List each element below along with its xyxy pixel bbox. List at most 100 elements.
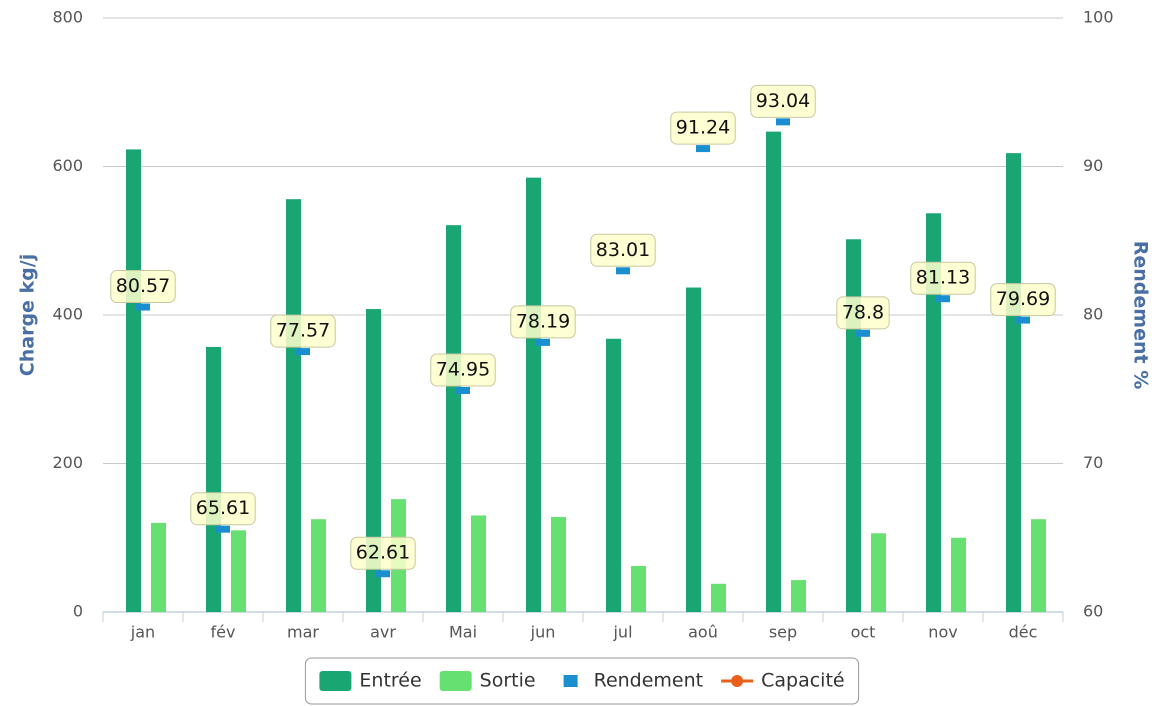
legend-item: Entrée [319, 670, 422, 692]
legend-item: Sortie [439, 670, 536, 692]
data-label: 80.57 [110, 270, 176, 304]
y2-tick-label: 100 [1083, 8, 1114, 27]
bar [471, 515, 486, 612]
bar [526, 177, 541, 612]
data-label-box [670, 111, 736, 145]
legend-item: Rendement [563, 670, 704, 692]
data-label-text: 83.01 [596, 239, 650, 261]
x-tick-label: aoû [688, 623, 718, 642]
marker [936, 295, 950, 303]
legend-label: Entrée [359, 670, 421, 692]
data-label-box [190, 492, 256, 526]
bar [606, 338, 621, 612]
x-tick-label: fév [211, 623, 236, 642]
bar [206, 346, 221, 612]
marker [456, 386, 470, 394]
x-tick-label: Mai [449, 623, 477, 642]
legend-label: Rendement [594, 670, 704, 692]
y2-tick-label: 90 [1083, 156, 1103, 175]
marker [296, 348, 310, 356]
data-label-box [910, 261, 976, 295]
legend-label: Capacité [761, 670, 844, 692]
marker [536, 338, 550, 346]
bar [1006, 153, 1021, 612]
data-label-box [270, 314, 336, 348]
data-label-text: 80.57 [116, 275, 170, 297]
marker [856, 329, 870, 337]
data-label-box [430, 353, 496, 387]
bar [286, 199, 301, 613]
y-axis-label: Charge kg/j [17, 254, 39, 376]
data-label: 78.19 [510, 305, 576, 339]
data-label-text: 74.95 [436, 358, 490, 380]
data-label-box [110, 270, 176, 304]
data-label: 79.69 [990, 283, 1056, 317]
marker [616, 267, 630, 275]
marker [696, 145, 710, 153]
legend-item: Capacité [721, 670, 845, 692]
data-label-box [590, 233, 656, 267]
bar [791, 580, 806, 612]
x-tick-label: mar [287, 623, 319, 642]
data-label: 65.61 [190, 492, 256, 526]
bar [686, 287, 701, 612]
data-label: 81.13 [910, 261, 976, 295]
bar [846, 239, 861, 612]
legend: Entrée Sortie Rendement Capacité [304, 657, 860, 705]
x-tick-label: jun [530, 623, 556, 642]
x-tick-label: sep [769, 623, 797, 642]
x-tick-label: nov [928, 623, 957, 642]
bar [1031, 519, 1046, 612]
bar [711, 583, 726, 612]
y2-tick-label: 70 [1083, 453, 1103, 472]
data-label-text: 78.8 [842, 301, 884, 323]
data-label: 77.57 [270, 314, 336, 348]
y2-tick-label: 60 [1083, 602, 1103, 621]
data-label-box [510, 305, 576, 339]
x-tick-label: jan [130, 623, 155, 642]
data-label-text: 81.13 [916, 267, 970, 289]
data-label-box [990, 283, 1056, 317]
y-tick-label: 200 [52, 453, 83, 472]
legend-swatch [439, 671, 472, 691]
y-tick-label: 800 [52, 8, 83, 27]
data-label-text: 65.61 [196, 497, 250, 519]
data-label-box [836, 296, 890, 330]
marker [376, 570, 390, 578]
data-label-box [350, 536, 416, 570]
data-label-text: 93.04 [756, 90, 810, 112]
y-tick-label: 400 [52, 305, 83, 324]
legend-swatch [563, 675, 578, 687]
bar [151, 522, 166, 612]
marker [776, 118, 790, 126]
data-label: 91.24 [670, 111, 736, 145]
marker [216, 525, 230, 533]
legend-swatch [319, 671, 352, 691]
bar [926, 213, 941, 612]
bar [366, 309, 381, 612]
data-label-text: 79.69 [996, 288, 1050, 310]
data-label: 74.95 [430, 353, 496, 387]
data-label-text: 77.57 [276, 320, 330, 342]
x-tick-label: oct [851, 623, 876, 642]
x-tick-label: avr [370, 623, 396, 642]
bar [951, 537, 966, 612]
data-label: 62.61 [350, 536, 416, 570]
legend-swatch [731, 675, 744, 687]
data-label-text: 91.24 [676, 117, 730, 139]
bar [126, 149, 141, 613]
bar [231, 530, 246, 612]
data-label: 93.04 [750, 84, 816, 118]
bar [551, 516, 566, 612]
data-label-box [750, 84, 816, 118]
x-tick-label: déc [1009, 623, 1038, 642]
y-tick-label: 600 [52, 156, 83, 175]
bar [871, 533, 886, 612]
bar [446, 225, 461, 612]
y2-tick-label: 80 [1083, 305, 1103, 324]
data-label: 78.8 [836, 296, 890, 330]
bar [766, 131, 781, 613]
x-tick-label: jul [612, 623, 632, 642]
data-label-text: 78.19 [516, 310, 570, 332]
